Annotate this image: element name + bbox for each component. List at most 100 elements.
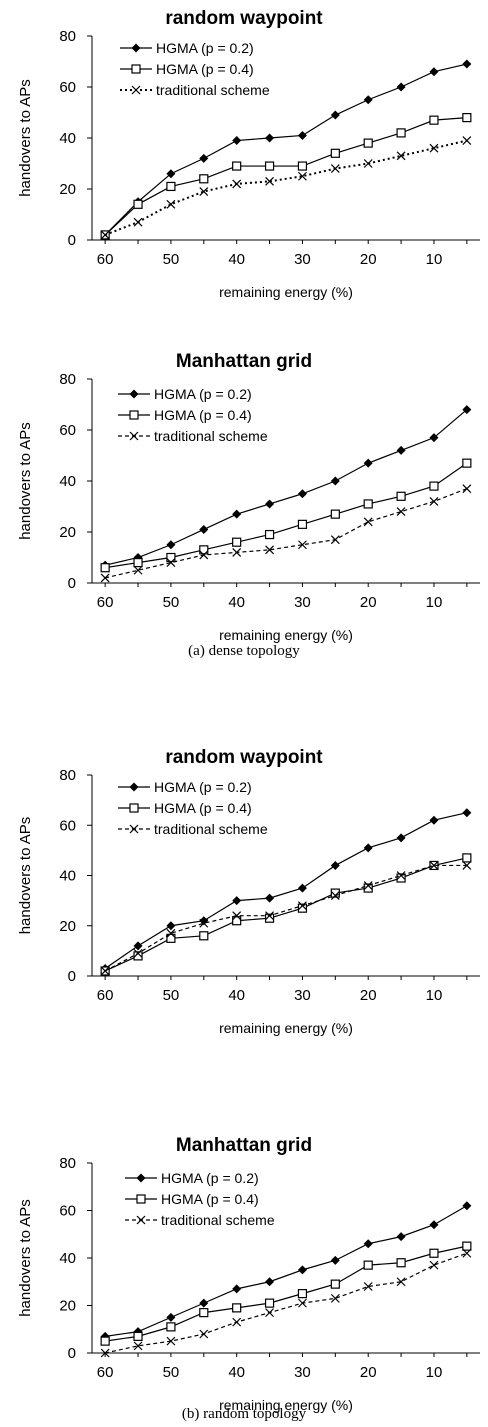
y-tick-label: 80 [59,28,76,45]
caption-dense-topology: (a) dense topology [188,643,300,659]
chart-title: Manhattan grid [176,351,312,372]
data-point [462,861,472,870]
y-tick-label: 0 [68,968,76,985]
data-point [462,405,472,415]
data-point [462,853,472,863]
data-point [396,82,406,92]
x-tick-label: 30 [294,251,311,268]
data-point [265,545,274,555]
legend-label: HGMA (p = 0.4) [161,1191,259,1207]
data-point [363,138,373,148]
data-point [166,933,176,943]
x-tick-label: 50 [163,987,180,1004]
data-point [133,565,143,575]
data-point [166,540,176,550]
data-point [396,445,406,455]
data-point [330,509,340,519]
data-point [264,1298,275,1308]
data-point [330,1279,340,1289]
data-point [265,911,274,921]
data-point [330,148,340,158]
data-point [396,491,406,501]
x-tick-label: 60 [97,987,114,1004]
legend-marker [131,85,141,95]
data-point [199,524,209,534]
y-tick-label: 60 [59,422,76,439]
y-tick-label: 40 [59,1250,76,1267]
data-point [232,547,242,557]
legend-marker [136,1173,146,1183]
y-tick-label: 40 [59,473,76,490]
data-point [265,1308,274,1318]
data-point [462,59,472,69]
data-point [133,951,143,961]
data-point [232,509,242,519]
legend-label: HGMA (p = 0.2) [154,779,252,795]
data-point [363,95,373,105]
data-point [232,1284,242,1294]
legend-marker [136,1194,146,1204]
data-point [330,860,340,870]
legend-marker [129,782,139,792]
data-point [133,557,143,568]
data-point [298,1298,307,1308]
data-point [330,888,340,898]
x-axis-label: remaining energy (%) [219,627,353,643]
data-point [232,1317,242,1327]
data-point [166,181,176,192]
y-axis-label: handovers to APs [17,1199,34,1317]
data-point [330,1255,340,1265]
data-point [363,458,373,468]
y-tick-label: 0 [68,1345,76,1362]
series-line [104,812,467,969]
series-line [105,1252,468,1354]
data-point [199,918,209,928]
legend: HGMA (p = 0.2) HGMA (p = 0.4) traditional … [118,386,268,444]
data-point [166,1312,176,1322]
data-point [396,871,406,880]
data-point [363,1282,373,1291]
data-point [265,176,274,186]
data-point [166,928,176,938]
series-1 [100,1201,472,1341]
data-point [166,1322,176,1332]
data-point [429,861,439,870]
legend-label: HGMA (p = 0.2) [156,40,254,56]
x-tick-label: 10 [426,987,443,1004]
data-point [429,815,439,825]
legend-label: HGMA (p = 0.2) [161,1170,259,1186]
data-point [166,558,176,568]
series-3 [100,1248,472,1358]
data-point [462,1241,472,1251]
legend-label: HGMA (p = 0.4) [154,407,252,423]
series-line [104,63,467,236]
data-point [396,507,406,517]
data-point [100,573,110,583]
series-line [105,462,468,569]
data-point [429,1248,439,1258]
legend-label: HGMA (p = 0.4) [154,800,252,816]
data-point [100,1348,110,1358]
x-tick-label: 50 [163,594,180,611]
series-line [105,488,468,579]
data-point [264,161,275,171]
data-point [265,499,275,509]
data-point [363,517,373,527]
legend-label: traditional scheme [156,82,270,98]
series-3 [100,136,472,240]
data-point [133,217,143,227]
data-point [232,179,242,189]
data-point [265,893,275,903]
data-point [396,873,406,883]
data-point [297,1265,307,1275]
x-tick-label: 20 [360,987,377,1004]
data-point [232,896,242,906]
data-point [330,535,340,545]
data-point [298,171,307,181]
y-tick-label: 20 [59,918,76,935]
data-point [330,164,340,174]
data-point [462,808,472,818]
data-point [396,1258,406,1268]
chart-4: Manhattan grid 0 20 40 60 80 60 50 40 30 20 10 remai… [17,1135,480,1413]
x-tick-label: 40 [228,594,245,611]
